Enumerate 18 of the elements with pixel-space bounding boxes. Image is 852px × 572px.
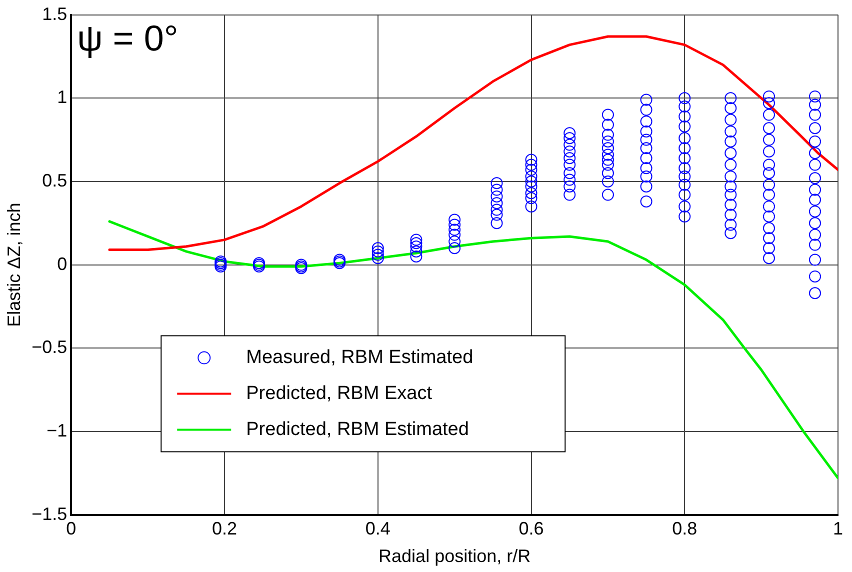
legend-label: Predicted, RBM Estimated — [246, 419, 469, 440]
x-tick-label: 0.4 — [365, 518, 390, 539]
x-tick-label: 0.8 — [672, 518, 698, 539]
y-tick-label: −1.5 — [32, 504, 68, 524]
x-tick-label: 0.2 — [212, 518, 238, 539]
y-tick-label: 1 — [57, 87, 68, 108]
y-tick-label: −1 — [46, 420, 68, 440]
legend-label: Measured, RBM Estimated — [246, 347, 474, 368]
x-axis-title: Radial position, r/R — [378, 546, 531, 566]
annotation: ψ = 0° — [77, 18, 178, 59]
y-tick-label: −0.5 — [32, 337, 68, 358]
y-tick-label: 0.5 — [42, 170, 68, 190]
legend-label: Predicted, RBM Exact — [246, 383, 433, 404]
x-tick-label: 0.6 — [518, 518, 544, 539]
y-tick-label: 1.5 — [42, 4, 68, 24]
y-tick-label: 0 — [57, 254, 68, 274]
y-axis-title: Elastic ΔZ, inch — [4, 202, 24, 327]
x-tick-label: 1 — [832, 518, 844, 539]
